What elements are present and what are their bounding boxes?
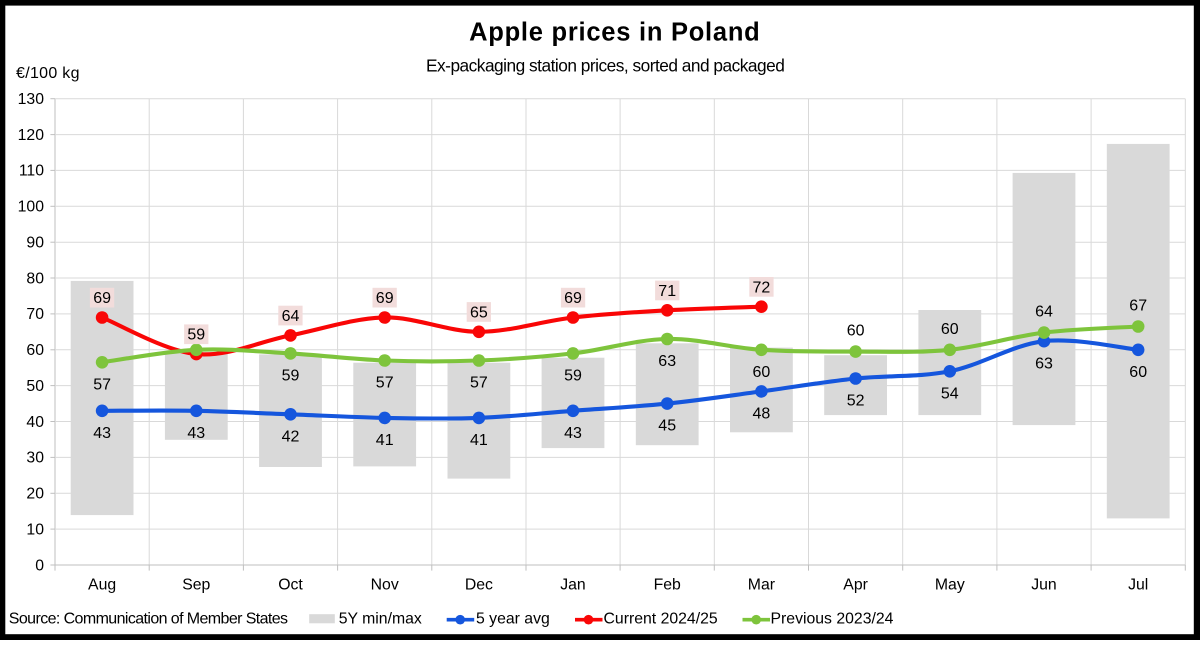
svg-text:Nov: Nov — [371, 576, 399, 593]
svg-text:60: 60 — [941, 321, 959, 338]
svg-text:72: 72 — [753, 279, 771, 296]
svg-text:60: 60 — [847, 323, 865, 340]
svg-text:57: 57 — [376, 375, 394, 392]
svg-text:59: 59 — [187, 327, 205, 344]
svg-text:42: 42 — [282, 428, 300, 445]
svg-text:May: May — [935, 576, 965, 593]
svg-text:80: 80 — [26, 270, 44, 287]
svg-text:Feb: Feb — [654, 576, 681, 593]
svg-text:Current 2024/25: Current 2024/25 — [604, 610, 718, 627]
svg-text:Ex-packaging station prices, s: Ex-packaging station prices, sorted and … — [426, 56, 784, 76]
svg-text:Aug: Aug — [88, 576, 116, 593]
svg-text:50: 50 — [26, 378, 44, 395]
svg-text:59: 59 — [564, 368, 582, 385]
svg-text:41: 41 — [376, 432, 394, 449]
svg-text:Dec: Dec — [465, 576, 493, 593]
svg-text:5Y min/max: 5Y min/max — [339, 610, 422, 627]
svg-text:64: 64 — [282, 308, 300, 325]
svg-text:64: 64 — [1035, 304, 1053, 321]
svg-text:57: 57 — [470, 375, 488, 392]
svg-text:52: 52 — [847, 393, 865, 410]
svg-text:48: 48 — [753, 406, 771, 423]
svg-text:59: 59 — [282, 368, 300, 385]
svg-text:41: 41 — [470, 432, 488, 449]
svg-text:Jan: Jan — [560, 576, 585, 593]
svg-text:90: 90 — [26, 235, 44, 252]
svg-text:20: 20 — [26, 486, 44, 503]
svg-text:30: 30 — [26, 450, 44, 467]
svg-text:43: 43 — [93, 425, 111, 442]
svg-text:0: 0 — [35, 557, 44, 574]
svg-text:71: 71 — [658, 283, 676, 300]
svg-text:65: 65 — [470, 304, 488, 321]
svg-text:Apple prices in Poland: Apple prices in Poland — [469, 19, 760, 47]
svg-text:Source: Communication of Membe: Source: Communication of Member States — [9, 610, 288, 627]
svg-text:5 year avg: 5 year avg — [476, 610, 550, 627]
svg-text:Sep: Sep — [182, 576, 210, 593]
svg-text:60: 60 — [753, 364, 771, 381]
svg-text:67: 67 — [1129, 298, 1147, 315]
svg-text:Jun: Jun — [1031, 576, 1056, 593]
svg-text:63: 63 — [658, 353, 676, 370]
svg-text:69: 69 — [376, 290, 394, 307]
svg-text:43: 43 — [187, 425, 205, 442]
svg-text:45: 45 — [658, 418, 676, 435]
svg-text:Mar: Mar — [748, 576, 775, 593]
svg-text:54: 54 — [941, 385, 959, 402]
svg-text:60: 60 — [26, 342, 44, 359]
svg-text:70: 70 — [26, 306, 44, 323]
svg-text:40: 40 — [26, 414, 44, 431]
svg-text:Jul: Jul — [1128, 576, 1148, 593]
svg-text:10: 10 — [26, 521, 44, 538]
svg-text:€/100 kg: €/100 kg — [16, 65, 80, 82]
svg-text:130: 130 — [18, 91, 45, 108]
svg-text:43: 43 — [564, 425, 582, 442]
svg-text:69: 69 — [93, 290, 111, 307]
svg-text:Previous 2023/24: Previous 2023/24 — [771, 610, 894, 627]
svg-text:60: 60 — [1129, 364, 1147, 381]
svg-text:100: 100 — [18, 199, 45, 216]
svg-text:Oct: Oct — [278, 576, 303, 593]
svg-text:69: 69 — [564, 290, 582, 307]
svg-text:63: 63 — [1035, 355, 1053, 372]
svg-text:57: 57 — [93, 376, 111, 393]
svg-text:120: 120 — [18, 127, 45, 144]
svg-text:Apr: Apr — [843, 576, 868, 593]
svg-text:110: 110 — [19, 163, 44, 180]
